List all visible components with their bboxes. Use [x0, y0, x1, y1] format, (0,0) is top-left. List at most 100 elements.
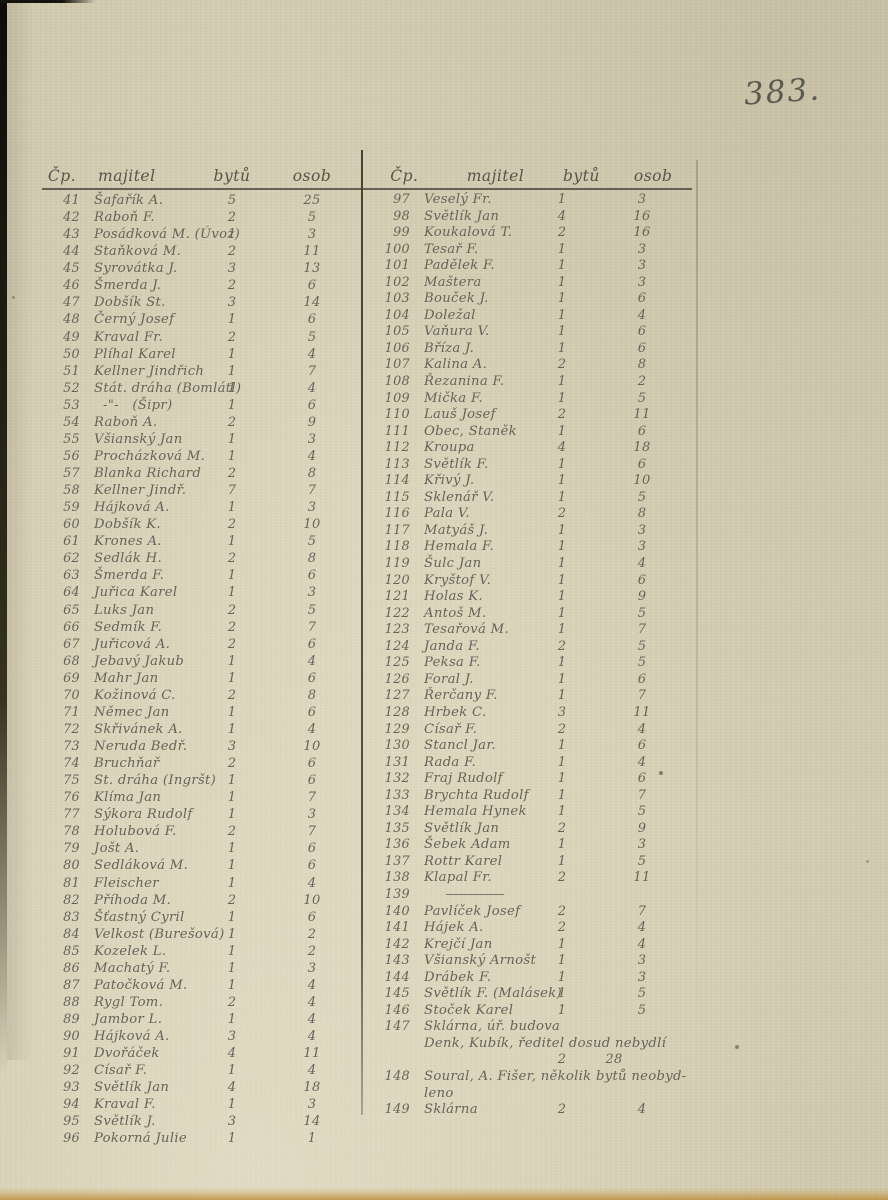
owner-cell: Hemala F. [424, 539, 494, 555]
flats-cell: 1 [557, 655, 567, 671]
flats-cell: 7 [227, 483, 237, 499]
flats-cell: 1 [227, 773, 237, 789]
flats-cell: 1 [227, 1097, 237, 1113]
flats-cell: 2 [557, 903, 567, 919]
flats-cell: 1 [227, 807, 237, 823]
owner-cell: Bruchňař [94, 756, 160, 772]
cp-cell: 44 [63, 244, 80, 260]
table-row: 98 Světlík Jan 4 16 [364, 209, 698, 226]
persons-cell: 6 [307, 312, 317, 328]
table-row: 79 Jošt A. 1 6 [42, 840, 362, 857]
owner-cell: Kozelek L. [94, 943, 167, 959]
owner-cell: Stancl Jar. [424, 738, 496, 754]
flats-cell [532, 1036, 592, 1053]
table-row: 112 Kroupa 4 18 [364, 440, 698, 457]
persons-cell: 6 [637, 423, 647, 439]
cp-cell: 107 [384, 357, 410, 373]
persons-cell: 16 [633, 208, 651, 224]
flats-cell: 1 [227, 363, 237, 379]
persons-cell: 9 [637, 820, 647, 836]
owner-cell: Všianský Jan [94, 431, 183, 447]
flats-cell: 1 [227, 585, 237, 601]
cp-cell: 63 [63, 568, 80, 584]
table-row: 102 Maštera 1 3 [364, 275, 698, 292]
cp-cell: 143 [384, 953, 410, 969]
persons-cell: 10 [303, 739, 321, 754]
persons-cell: 6 [307, 756, 317, 772]
flats-cell: 2 [227, 278, 237, 294]
flats-cell: 1 [557, 374, 567, 390]
cp-cell: 126 [384, 671, 410, 687]
persons-cell: 3 [307, 500, 317, 516]
table-row: 53 -"- (Šipr) 1 6 [42, 397, 362, 414]
cp-cell: 127 [384, 688, 410, 704]
table-row: 62 Sedlák H. 2 8 [42, 550, 362, 567]
flats-cell: 1 [227, 704, 237, 720]
persons-cell: 6 [637, 671, 647, 687]
persons-cell: 3 [637, 969, 647, 985]
persons-cell: 5 [637, 986, 647, 1002]
flats-cell: 1 [227, 431, 237, 447]
owner-cell: St. dráha (Ingršt) [94, 773, 217, 789]
cp-cell: 47 [63, 295, 80, 311]
persons-cell: 2 [637, 374, 647, 390]
persons-cell: 3 [637, 258, 647, 274]
persons-cell: 14 [303, 1114, 321, 1130]
table-row: 108 Řezanina F. 1 2 [364, 374, 698, 391]
owner-cell: Sklenář V. [424, 489, 495, 505]
cp-cell: 72 [63, 721, 80, 737]
owner-cell: Peksa F. [424, 655, 481, 671]
owner-cell: Černý Josef [94, 312, 175, 328]
persons-cell: 4 [307, 875, 317, 891]
flats-cell: 2 [227, 602, 237, 618]
flats-cell: 1 [557, 671, 567, 687]
persons-cell: 9 [637, 589, 647, 605]
header-owner: majitel [98, 167, 156, 185]
flats-cell: 1 [557, 853, 567, 869]
table-row: 105 Vaňura V. 1 6 [364, 324, 698, 341]
owner-cell: Matyáš J. [424, 522, 489, 538]
persons-cell: 7 [637, 903, 647, 919]
table-row: 91 Dvořáček 4 11 [42, 1045, 362, 1062]
persons-cell: 3 [637, 953, 647, 969]
owner-cell: Fleischer [94, 875, 159, 891]
table-row: 74 Bruchňař 2 6 [42, 755, 362, 772]
flats-cell: 3 [227, 739, 237, 754]
owner-cell: Raboň A. [94, 414, 158, 430]
cp-cell: 86 [63, 960, 80, 976]
table-row: 145 Světlík F. (Malásek) 1 5 [364, 986, 698, 1003]
cp-cell: 131 [384, 754, 410, 770]
persons-cell: 6 [637, 340, 647, 356]
cp-cell: 54 [63, 414, 80, 430]
owner-cell: Mahr Jan [94, 670, 159, 686]
persons-cell: 4 [307, 653, 317, 669]
header-persons: osob [292, 167, 332, 185]
cp-cell: 71 [63, 704, 80, 720]
persons-cell: 4 [307, 721, 317, 737]
owner-cell: Drábek F. [424, 969, 492, 985]
owner-cell: Sedláková M. [94, 858, 189, 874]
persons-cell: 6 [307, 278, 317, 294]
cp-cell: 51 [63, 363, 80, 379]
table-row: 65 Luks Jan 2 5 [42, 602, 362, 619]
blank-entry-dash [446, 893, 504, 895]
table-row: 87 Patočková M. 1 4 [42, 977, 362, 994]
persons-cell: 6 [307, 841, 317, 857]
table-row: 114 Křivý J. 1 10 [364, 473, 698, 490]
owner-cell: Příhoda M. [94, 892, 172, 908]
persons-cell: 6 [637, 572, 647, 588]
flats-cell: 1 [227, 568, 237, 584]
owner-cell: Šulc Jan [424, 556, 482, 572]
table-row: 44 Staňková M. 2 11 [42, 243, 362, 260]
owner-cell: Staňková M. [94, 244, 182, 260]
persons-cell: 5 [637, 1002, 647, 1018]
right-column: Čp. majitel bytů osob 97 Veselý Fr. 1 3 98 Sv… [364, 158, 698, 1119]
owner-cell: Kraval F. [94, 1097, 156, 1113]
owner-cell: Syrovátka J. [94, 261, 178, 277]
cp-cell: 66 [63, 619, 80, 635]
cp-cell: 145 [384, 986, 410, 1002]
persons-cell: 10 [303, 892, 321, 908]
table-row: 76 Klíma Jan 1 7 [42, 789, 362, 806]
cp-cell: 101 [384, 258, 410, 274]
cp-cell: 99 [393, 225, 410, 241]
